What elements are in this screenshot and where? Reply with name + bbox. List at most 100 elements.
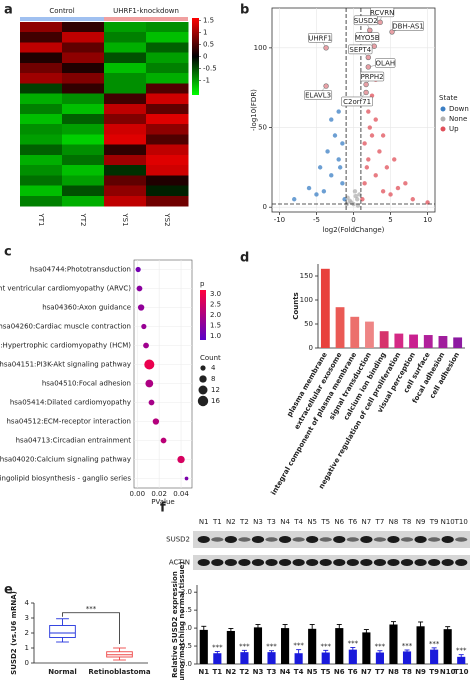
y-tick-label: 0	[309, 344, 313, 352]
heatmap-cell	[104, 165, 147, 176]
size-legend-label: 8	[211, 375, 215, 383]
lane-label: T5	[320, 518, 330, 526]
point	[321, 189, 327, 194]
x-tick-label: 5	[388, 216, 392, 224]
bar	[321, 652, 330, 664]
bar	[457, 656, 466, 664]
bar	[394, 333, 404, 348]
significance-label: ***	[402, 642, 413, 650]
blot-band	[387, 559, 400, 566]
colorbar	[192, 18, 199, 95]
blot-band	[360, 536, 373, 543]
blot-band	[373, 537, 387, 542]
blot-band	[319, 537, 332, 542]
dot	[144, 359, 155, 370]
colorbar-tick-label: 1.5	[203, 16, 214, 24]
colorbar-tick-label: 1.5	[210, 321, 221, 329]
heatmap-cell	[146, 93, 189, 105]
x-tick-label: 0.02	[151, 490, 167, 498]
heatmap-cell	[146, 175, 189, 187]
annotated-point	[363, 81, 369, 88]
heatmap-cell	[146, 22, 189, 33]
y-tick-label: hsa04744:Phototransduction	[30, 266, 131, 274]
x-tick-label: Normal	[48, 668, 77, 676]
annotation-box	[348, 44, 373, 55]
blot-band	[455, 537, 468, 542]
annotation-label: ELAVL3	[305, 92, 331, 100]
heatmap-cell	[146, 103, 189, 115]
point	[336, 157, 341, 162]
blot-band	[414, 559, 427, 566]
annotation-box	[304, 90, 333, 100]
heatmap-cell	[104, 154, 147, 166]
lane-label: N7	[362, 518, 372, 526]
bar	[253, 627, 263, 664]
annotated-point	[363, 89, 369, 96]
size-legend-label: 16	[211, 397, 220, 405]
y-tick-label: 150	[300, 272, 313, 280]
point	[364, 165, 370, 170]
heatmap-cell	[104, 195, 147, 207]
dot	[145, 379, 154, 388]
significance-label: ***	[86, 605, 97, 613]
group-label: UHRF1-knockdown	[113, 7, 179, 15]
lane-label: N8	[389, 518, 399, 526]
x-tick-label: -5	[313, 216, 320, 224]
legend-label: Down	[449, 105, 469, 113]
annotation-box	[370, 7, 395, 18]
y-tick-label: 50	[304, 320, 313, 328]
colorbar-tick-label: 2.5	[210, 301, 221, 309]
y-tick-label: 3	[25, 614, 29, 622]
heatmap-cell	[146, 195, 189, 207]
x-tick-label: Retinoblastoma	[88, 668, 150, 676]
heatmap-cell	[62, 134, 105, 146]
bar	[281, 628, 290, 664]
annotated-point	[371, 43, 377, 49]
heatmap-cell	[20, 73, 63, 84]
bar	[199, 629, 208, 664]
heatmap-cell	[20, 42, 63, 54]
x-tick-label: T5	[321, 668, 331, 676]
point	[403, 181, 408, 186]
heatmap-cell	[104, 175, 147, 187]
significance-label: ***	[293, 642, 304, 650]
x-tick-label: T10	[454, 668, 469, 676]
y-tick-label: hsa05412:Arrhythmogenic right ventricula…	[0, 285, 131, 293]
lane-label: T8	[402, 518, 412, 526]
y-tick-label: hsa04510:Focal adhesion	[42, 380, 131, 388]
annotation-label: C2orf71	[343, 98, 371, 106]
annotated-point	[377, 19, 383, 26]
blot-band	[455, 559, 468, 566]
bar	[423, 335, 433, 348]
x-axis-title: log2(FoldChange)	[323, 226, 385, 234]
heatmap-cell	[146, 73, 189, 84]
y-tick-label: 100	[300, 296, 313, 304]
y-tick-label: 4	[25, 599, 30, 607]
lane-label: N5	[307, 518, 317, 526]
lane-label: T9	[429, 518, 439, 526]
point	[317, 165, 323, 170]
blot-band	[211, 537, 224, 542]
blot-label: ACTIN	[169, 559, 190, 567]
annotation-box	[375, 58, 396, 68]
x-tick-label: N5	[307, 668, 318, 676]
heatmap-cell	[104, 83, 147, 95]
heatmap-cell	[62, 42, 105, 54]
point	[332, 133, 338, 138]
bar	[362, 632, 371, 664]
colorbar	[200, 290, 206, 340]
blot-band	[265, 537, 278, 542]
annotation-box	[392, 21, 424, 31]
y-axis-title: Relative SUSD2 expression	[171, 571, 179, 678]
blot-band	[197, 536, 210, 543]
y-tick-label: 2	[25, 629, 29, 637]
heatmap-cell	[62, 73, 105, 84]
annotation-label: SUSD2	[354, 17, 378, 25]
panel-letter: a	[4, 3, 13, 18]
heatmap-cell	[146, 52, 189, 64]
significance-label: ***	[348, 639, 359, 647]
annotation-box	[308, 33, 333, 43]
heatmap-cell	[104, 114, 147, 125]
legend-swatch	[440, 116, 446, 122]
